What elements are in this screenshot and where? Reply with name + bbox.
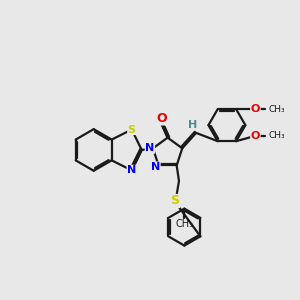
Text: O: O [156,112,167,125]
Text: S: S [171,194,180,207]
Text: CH₃: CH₃ [268,131,285,140]
Text: N: N [151,162,160,172]
Text: CH₃: CH₃ [175,219,194,229]
Text: N: N [127,165,136,176]
Text: S: S [128,124,136,135]
Text: O: O [251,131,260,141]
Text: H: H [188,120,197,130]
Text: N: N [145,143,154,153]
Text: CH₃: CH₃ [268,105,285,114]
Text: O: O [251,104,260,114]
